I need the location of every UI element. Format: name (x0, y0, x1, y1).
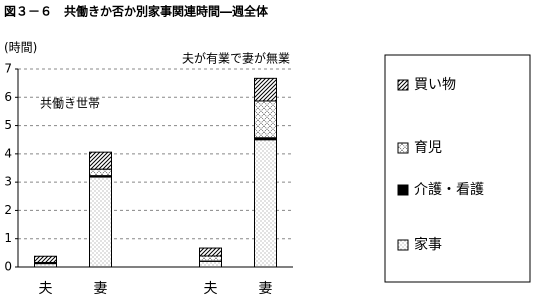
annotation: 共働き世帯 (40, 97, 100, 111)
chart-title: 図３－６ 共働きか否か別家事関連時間―週全体 (4, 4, 269, 19)
bar-segment (254, 139, 277, 268)
legend-label: 育児 (414, 140, 442, 156)
y-tick-label: 7 (4, 62, 12, 76)
bar-segment (89, 168, 112, 177)
legend-label: 家事 (414, 236, 442, 253)
legend-swatch (397, 142, 409, 154)
legend-swatch (397, 239, 409, 251)
bar-segment (254, 77, 277, 102)
y-tick-label: 1 (4, 231, 12, 245)
legend-swatch (397, 79, 409, 91)
bar-segment (199, 247, 222, 257)
bar-segment (199, 260, 222, 268)
bar-segment (89, 176, 112, 268)
y-tick-label: 6 (4, 90, 12, 104)
bar-segment (254, 100, 277, 139)
x-tick-label: 妻 (259, 281, 273, 297)
legend-box (384, 54, 531, 283)
y-axis-label: (時間) (4, 41, 37, 55)
y-tick-label: 0 (4, 260, 12, 274)
bar-segment (34, 255, 57, 263)
annotation: 夫が有業で妻が無業 (182, 51, 290, 66)
y-tick-label: 2 (4, 203, 12, 217)
y-tick-label: 5 (4, 118, 12, 132)
x-tick-label: 夫 (39, 281, 53, 297)
bar-segment (199, 255, 222, 262)
legend-label: 買い物 (414, 77, 456, 93)
legend-swatch (397, 184, 409, 196)
bar-segment (89, 151, 112, 170)
y-tick-label: 3 (4, 175, 12, 189)
legend-label: 介護・看護 (414, 182, 484, 198)
y-tick-label: 4 (4, 146, 12, 160)
bar-segment (34, 263, 57, 268)
x-tick-label: 妻 (94, 281, 108, 297)
x-tick-label: 夫 (204, 281, 218, 297)
